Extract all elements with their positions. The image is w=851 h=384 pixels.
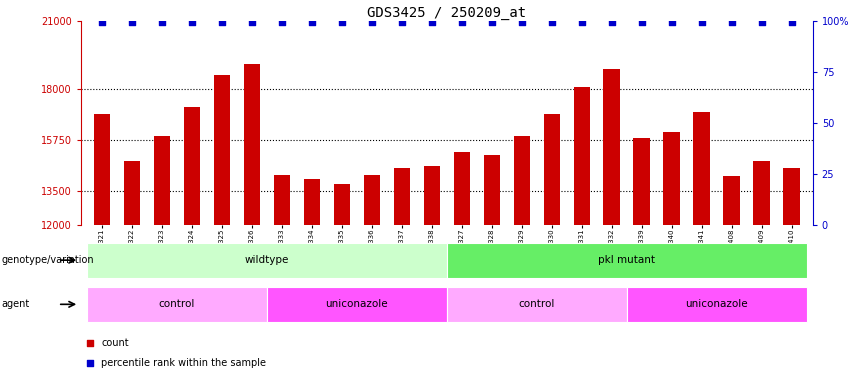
- Point: [365, 19, 379, 25]
- Bar: [483, 154, 500, 225]
- Bar: [694, 112, 710, 225]
- Bar: [603, 69, 620, 225]
- Point: [83, 360, 96, 366]
- Bar: [633, 137, 650, 225]
- Bar: [447, 243, 807, 278]
- Text: percentile rank within the sample: percentile rank within the sample: [101, 358, 266, 368]
- Text: control: control: [518, 299, 555, 310]
- Point: [695, 19, 709, 25]
- Bar: [447, 287, 626, 322]
- Bar: [87, 287, 267, 322]
- Bar: [94, 114, 110, 225]
- Point: [395, 19, 408, 25]
- Point: [755, 19, 768, 25]
- Point: [425, 19, 438, 25]
- Bar: [544, 114, 560, 225]
- Point: [665, 19, 678, 25]
- Point: [305, 19, 318, 25]
- Text: uniconazole: uniconazole: [685, 299, 748, 310]
- Bar: [626, 287, 807, 322]
- Bar: [753, 161, 770, 225]
- Point: [455, 19, 469, 25]
- Text: wildtype: wildtype: [244, 255, 289, 265]
- Bar: [723, 176, 740, 225]
- Bar: [273, 175, 290, 225]
- Point: [485, 19, 499, 25]
- Point: [125, 19, 139, 25]
- Bar: [214, 75, 230, 225]
- Point: [515, 19, 528, 25]
- Bar: [454, 152, 470, 225]
- Bar: [363, 175, 380, 225]
- Bar: [123, 161, 140, 225]
- Bar: [87, 243, 447, 278]
- Text: control: control: [158, 299, 195, 310]
- Point: [95, 19, 109, 25]
- Bar: [153, 136, 170, 225]
- Bar: [664, 132, 680, 225]
- Bar: [304, 179, 320, 225]
- Bar: [424, 166, 440, 225]
- Point: [725, 19, 739, 25]
- Bar: [513, 136, 530, 225]
- Point: [575, 19, 589, 25]
- Point: [545, 19, 558, 25]
- Bar: [267, 287, 447, 322]
- Text: uniconazole: uniconazole: [325, 299, 388, 310]
- Point: [605, 19, 619, 25]
- Bar: [334, 184, 350, 225]
- Bar: [574, 87, 590, 225]
- Point: [185, 19, 198, 25]
- Point: [245, 19, 259, 25]
- Text: pkl mutant: pkl mutant: [598, 255, 655, 265]
- Text: count: count: [101, 338, 129, 348]
- Bar: [393, 168, 410, 225]
- Point: [275, 19, 288, 25]
- Point: [335, 19, 349, 25]
- Point: [83, 340, 96, 346]
- Point: [635, 19, 648, 25]
- Point: [215, 19, 229, 25]
- Text: agent: agent: [2, 299, 30, 310]
- Title: GDS3425 / 250209_at: GDS3425 / 250209_at: [368, 6, 526, 20]
- Point: [785, 19, 798, 25]
- Bar: [184, 107, 200, 225]
- Bar: [243, 64, 260, 225]
- Text: genotype/variation: genotype/variation: [2, 255, 94, 265]
- Bar: [784, 168, 800, 225]
- Point: [155, 19, 168, 25]
